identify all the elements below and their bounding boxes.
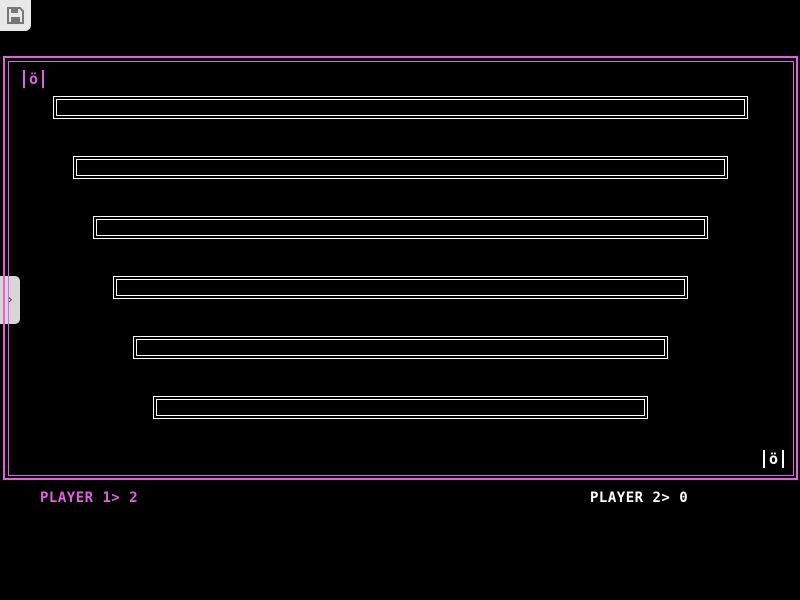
player-2-score: PLAYER 2> 0 bbox=[590, 490, 689, 506]
platform-bar bbox=[153, 396, 648, 419]
playfield-border bbox=[3, 56, 798, 480]
player-1-score: PLAYER 1> 2 bbox=[40, 490, 139, 506]
side-panel-toggle[interactable]: › bbox=[0, 276, 20, 324]
playfield bbox=[8, 61, 794, 476]
platform-bar bbox=[73, 156, 728, 179]
save-button[interactable] bbox=[0, 0, 31, 31]
player-1-icon: ö bbox=[23, 70, 45, 88]
player-2-icon: ö bbox=[763, 450, 785, 468]
platform-bar bbox=[133, 336, 668, 359]
chevron-right-icon: › bbox=[5, 292, 15, 308]
platform-bar bbox=[93, 216, 708, 239]
floppy-disk-icon bbox=[7, 7, 24, 24]
platform-bar bbox=[113, 276, 688, 299]
platform-bar bbox=[53, 96, 748, 119]
